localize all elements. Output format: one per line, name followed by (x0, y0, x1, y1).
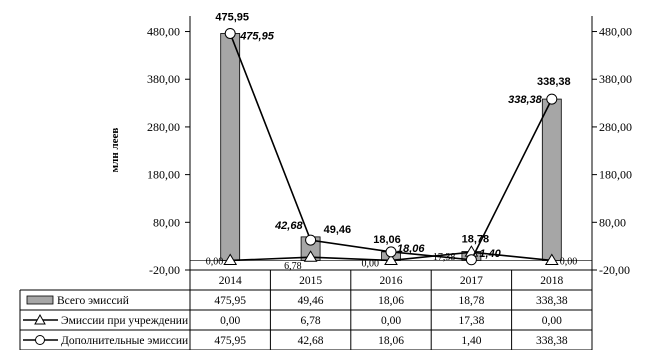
point-marker (303, 250, 318, 262)
legend-swatch-bar (26, 295, 54, 305)
x-tick-label: 2017 (460, 275, 483, 287)
data-label-founding: 0,00 (560, 256, 578, 267)
data-label-total: 475,95 (215, 11, 249, 23)
y-tick-label-right: 380,00 (599, 72, 632, 86)
point-marker (465, 254, 477, 266)
table-cell: 1,40 (461, 335, 481, 347)
y-tick-label-right: 80,00 (599, 215, 626, 229)
y-tick-label-left: 380,00 (147, 72, 180, 86)
y-tick-label-left: 80,00 (153, 215, 180, 229)
y-tick-label-left: -20,00 (149, 263, 180, 277)
table-cell: 49,46 (298, 295, 324, 307)
x-tick-label: 2014 (219, 275, 242, 287)
table-cell: 0,00 (220, 315, 240, 327)
table-cell: 18,78 (458, 295, 484, 307)
y-tick-label-left: 180,00 (147, 168, 180, 182)
table-cell: 18,06 (378, 335, 404, 347)
data-label-additional: 1,40 (479, 248, 501, 260)
table-cell: 0,00 (542, 315, 562, 327)
table-cell: 475,95 (214, 335, 246, 347)
legend-entry: Эмиссии при учреждении (61, 315, 188, 327)
table-cell: 338,38 (536, 295, 568, 307)
x-tick-label: 2018 (540, 275, 563, 287)
point-marker (544, 253, 559, 265)
data-label-founding: 6,78 (284, 261, 302, 272)
data-label-additional: 475,95 (239, 30, 275, 42)
bar (541, 98, 562, 261)
y-tick-label-right: -20,00 (599, 263, 630, 277)
lines-layer (223, 27, 559, 266)
point-marker (305, 234, 317, 246)
y-tick-label-left: 280,00 (147, 120, 180, 134)
table-cell: 0,00 (381, 315, 401, 327)
bars-layer (220, 33, 562, 261)
table-cell: 42,68 (298, 335, 324, 347)
y-axis-label: млн леев (109, 128, 121, 173)
table-cell: 6,78 (301, 315, 321, 327)
x-tick-label: 2015 (299, 275, 322, 287)
axes-layer: 480,00 480,00 380,00 380,00 280,00 280,00 180,… (147, 16, 632, 277)
data-labels-layer: 475,95 49,46 18,06 18,78 338,38 475,95 42,68 18… (206, 11, 578, 272)
table-cell: 17,38 (458, 315, 484, 327)
bar (220, 33, 241, 261)
data-label-total: 18,78 (462, 234, 490, 246)
legend-marker (34, 313, 46, 325)
table-cell: 18,06 (378, 295, 404, 307)
data-label-total: 338,38 (537, 76, 571, 88)
point-marker (384, 253, 398, 265)
y-tick-label-right: 280,00 (599, 120, 632, 134)
table-cell: 475,95 (214, 295, 246, 307)
data-label-founding: 0,00 (362, 258, 380, 269)
data-label-founding: 17,38 (433, 252, 456, 263)
y-tick-label-left: 480,00 (147, 25, 180, 39)
point-marker (223, 253, 238, 265)
table-cell: 338,38 (536, 335, 568, 347)
data-label-additional: 338,38 (508, 94, 543, 106)
data-label-additional: 42,68 (274, 220, 303, 232)
x-tick-label: 2016 (380, 275, 403, 287)
data-table: 2014 2015 2016 2017 2018 Всего эмиссий 475,95 4… (19, 270, 593, 350)
data-label-founding: 0,00 (206, 256, 224, 267)
point-marker (385, 246, 397, 258)
data-label-total: 49,46 (324, 224, 352, 236)
legend-marker (35, 335, 45, 345)
legend-entry: Дополнительные эмиссии (61, 335, 188, 347)
data-label-additional: 18,06 (397, 243, 425, 255)
y-tick-label-right: 180,00 (599, 168, 632, 182)
point-marker (224, 27, 236, 39)
y-tick-label-right: 480,00 (599, 25, 632, 39)
point-marker (546, 93, 558, 105)
legend-entry: Всего эмиссий (57, 295, 129, 307)
data-label-total: 18,06 (373, 234, 401, 246)
